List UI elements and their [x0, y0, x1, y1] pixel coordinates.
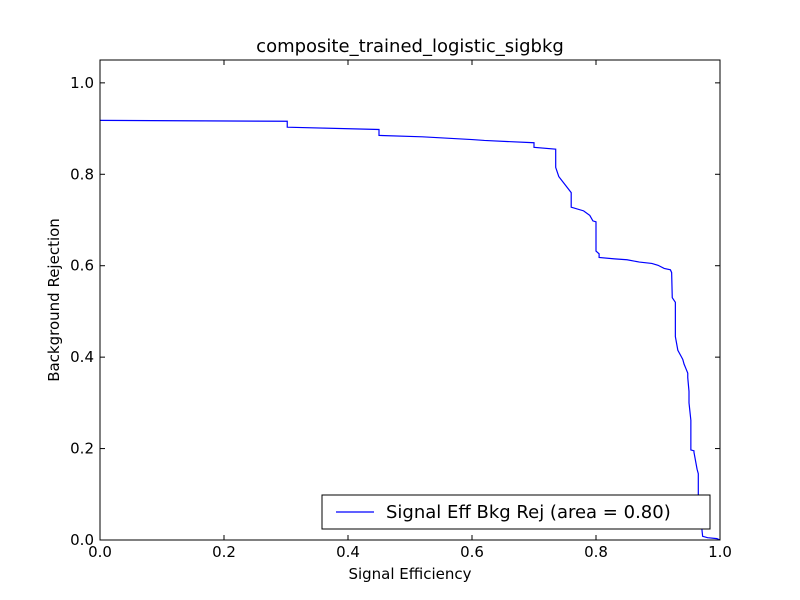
legend-box	[321, 494, 711, 530]
x-tick-label: 0.6	[460, 543, 484, 561]
plot-frame	[99, 59, 721, 541]
y-tick-label: 0.6	[70, 257, 94, 275]
y-tick-label: 0.4	[70, 348, 94, 366]
x-tick-label: 0.4	[336, 543, 360, 561]
y-tick-label: 0.0	[70, 531, 94, 549]
legend: Signal Eff Bkg Rej (area = 0.80)	[321, 494, 711, 530]
y-tick-label: 0.2	[70, 440, 94, 458]
x-tick-label: 0.0	[88, 543, 112, 561]
roc-curve-line	[99, 119, 721, 541]
legend-entry-label: Signal Eff Bkg Rej (area = 0.80)	[386, 502, 671, 523]
y-tick-label: 1.0	[70, 74, 94, 92]
x-tick-label: 0.2	[212, 543, 236, 561]
y-tick-label: 0.8	[70, 165, 94, 183]
x-tick-label: 0.8	[584, 543, 608, 561]
y-axis-label: Background Rejection	[45, 218, 63, 382]
x-tick-label: 1.0	[708, 543, 732, 561]
x-axis-label: Signal Efficiency	[348, 565, 471, 583]
chart-title: composite_trained_logistic_sigbkg	[256, 36, 564, 57]
